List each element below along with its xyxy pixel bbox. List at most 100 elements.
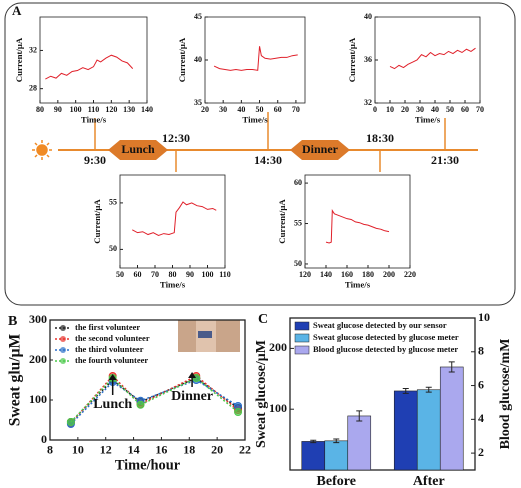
plot-frame bbox=[289, 317, 476, 471]
y-tick-label: 32 bbox=[364, 98, 372, 107]
y-tick-label: 300 bbox=[29, 312, 47, 326]
data-line bbox=[132, 201, 217, 236]
time-label: 14:30 bbox=[254, 153, 282, 167]
x-tick-label: 120 bbox=[299, 270, 311, 279]
y-tick-label: 200 bbox=[29, 352, 47, 366]
x-tick-label: 50 bbox=[116, 270, 124, 279]
y2-tick-label: 8 bbox=[478, 344, 484, 358]
x-tick-label: 30 bbox=[416, 105, 424, 114]
legend-marker bbox=[60, 358, 66, 364]
y-axis-label: Current/μA bbox=[347, 37, 357, 82]
x-tick-label: 12 bbox=[100, 443, 112, 457]
time-label: 18:30 bbox=[366, 131, 394, 145]
x-tick-label: 0 bbox=[373, 105, 377, 114]
x-tick-label: 80 bbox=[36, 105, 44, 114]
bar bbox=[347, 415, 372, 471]
legend-label: the first volunteer bbox=[75, 322, 140, 332]
y-tick-label: 35 bbox=[194, 98, 202, 107]
sun-icon bbox=[32, 140, 52, 160]
panel-label: C bbox=[258, 312, 268, 327]
y-tick-label: 55 bbox=[294, 218, 302, 227]
x-tick-label: 16 bbox=[155, 443, 167, 457]
x-tick-label: 100 bbox=[202, 270, 214, 279]
y-axis-label: Sweat glu/μM bbox=[7, 334, 24, 427]
x-tick-label: 140 bbox=[320, 270, 332, 279]
x-tick-label: 80 bbox=[169, 270, 177, 279]
panel-label: B bbox=[8, 314, 17, 329]
meal-diamond bbox=[108, 140, 168, 160]
y-tick-label: 0 bbox=[41, 432, 47, 446]
y-axis-label: Current/μA bbox=[14, 37, 24, 82]
x-tick-label: 60 bbox=[274, 105, 282, 114]
panel-label: A bbox=[12, 3, 22, 18]
data-line bbox=[389, 47, 476, 70]
y-tick-label: 50 bbox=[294, 259, 302, 268]
y2-tick-label: 2 bbox=[478, 445, 484, 459]
y-tick-label: 100 bbox=[29, 392, 47, 406]
x-tick-label: 120 bbox=[105, 105, 117, 114]
x-tick-label: 50 bbox=[256, 105, 264, 114]
annotation-arrowhead bbox=[108, 374, 117, 380]
legend-label: the third volunteer bbox=[75, 344, 144, 354]
x-tick-label: 30 bbox=[219, 105, 227, 114]
x-tick-label: 200 bbox=[383, 270, 395, 279]
time-label: 9:30 bbox=[84, 153, 106, 167]
x-tick-label: 140 bbox=[141, 105, 153, 114]
x-tick-label: 50 bbox=[446, 105, 454, 114]
x-axis-label: Time/s bbox=[242, 115, 268, 125]
meal-label: Dinner bbox=[302, 142, 339, 156]
y-axis-label: Current/μA bbox=[177, 37, 187, 82]
x-tick-label: 90 bbox=[186, 270, 194, 279]
y-axis-label: Current/μA bbox=[92, 199, 102, 244]
legend-marker bbox=[60, 325, 66, 331]
y2-axis-label: Blood glucose/mM bbox=[498, 339, 513, 450]
x-tick-label: 70 bbox=[292, 105, 300, 114]
x-tick-label: 70 bbox=[476, 105, 484, 114]
data-point bbox=[66, 418, 75, 426]
moon-icon bbox=[479, 140, 489, 160]
plot-frame bbox=[49, 319, 246, 441]
legend-label: the second volunteer bbox=[75, 333, 150, 343]
x-axis-label: Time/s bbox=[345, 280, 371, 290]
plot-frame bbox=[304, 174, 411, 269]
x-tick-label: 90 bbox=[54, 105, 62, 114]
annotation: Dinner bbox=[171, 389, 213, 404]
x-tick-label: 20 bbox=[201, 105, 209, 114]
x-axis-label: Time/s bbox=[81, 115, 107, 125]
y2-tick-label: 10 bbox=[478, 310, 490, 324]
x-tick-label: 180 bbox=[362, 270, 374, 279]
error-bar bbox=[333, 438, 340, 444]
y-axis-label: Sweat glucose/μM bbox=[254, 340, 269, 448]
bar bbox=[416, 389, 441, 471]
y-tick-label: 36 bbox=[364, 55, 372, 64]
legend-label: Sweat glucose detected by glucose meter bbox=[313, 332, 459, 342]
x-tick-label: 40 bbox=[237, 105, 245, 114]
x-tick-label: Before bbox=[317, 474, 356, 488]
panel-a-frame bbox=[4, 2, 516, 306]
error-bar bbox=[425, 386, 432, 393]
bar bbox=[393, 390, 418, 471]
y-tick-label: 60 bbox=[294, 178, 302, 187]
legend-label: Sweat glucose detected by our sensor bbox=[313, 320, 447, 330]
bar bbox=[301, 441, 326, 471]
x-tick-label: 14 bbox=[128, 443, 140, 457]
y-tick-label: 32 bbox=[29, 45, 37, 54]
y2-tick-label: 4 bbox=[478, 411, 484, 425]
x-tick-label: 8 bbox=[47, 443, 53, 457]
x-tick-label: 10 bbox=[386, 105, 394, 114]
y-axis-label: Current/μA bbox=[277, 199, 287, 244]
y2-tick-label: 6 bbox=[478, 377, 484, 391]
y-tick-label: 55 bbox=[109, 198, 117, 207]
y-tick-label: 200 bbox=[269, 340, 287, 354]
error-bar bbox=[356, 410, 363, 422]
legend-swatch bbox=[294, 345, 310, 355]
legend-label: the fourth volunteer bbox=[75, 355, 148, 365]
x-tick-label: 110 bbox=[219, 270, 231, 279]
time-label: 21:30 bbox=[431, 153, 459, 167]
data-line bbox=[70, 376, 239, 423]
data-point bbox=[136, 400, 145, 409]
x-tick-label: After bbox=[413, 474, 445, 488]
x-tick-label: 20 bbox=[211, 443, 223, 457]
